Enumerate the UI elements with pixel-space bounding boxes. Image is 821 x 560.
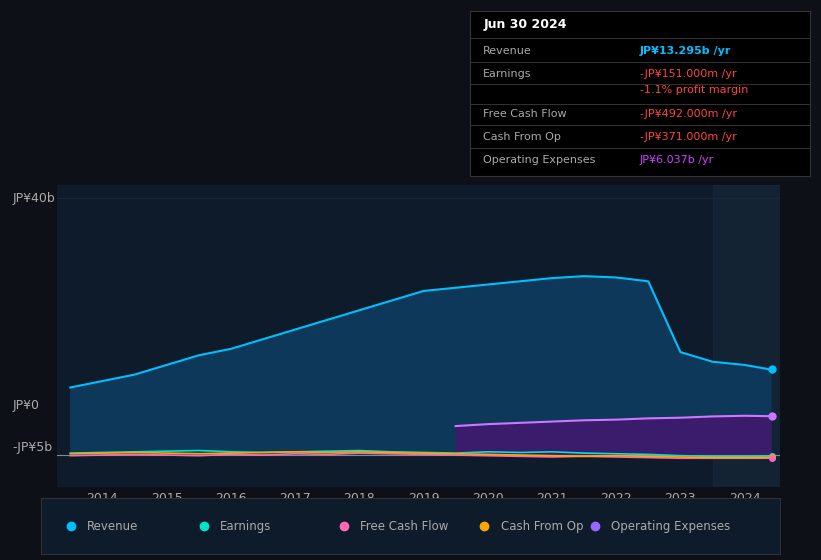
Text: -JP¥151.000m /yr: -JP¥151.000m /yr — [640, 69, 736, 79]
Text: -1.1% profit margin: -1.1% profit margin — [640, 86, 749, 96]
Text: Earnings: Earnings — [484, 69, 532, 79]
Text: Cash From Op: Cash From Op — [484, 132, 561, 142]
Text: JP¥40b: JP¥40b — [12, 192, 55, 206]
Text: Operating Expenses: Operating Expenses — [612, 520, 731, 533]
Text: -JP¥371.000m /yr: -JP¥371.000m /yr — [640, 132, 736, 142]
Text: JP¥0: JP¥0 — [12, 399, 39, 413]
Text: -JP¥492.000m /yr: -JP¥492.000m /yr — [640, 109, 737, 119]
Text: Earnings: Earnings — [220, 520, 271, 533]
Text: JP¥6.037b /yr: JP¥6.037b /yr — [640, 155, 714, 165]
Bar — [713, 185, 780, 487]
Text: Free Cash Flow: Free Cash Flow — [484, 109, 566, 119]
Text: Free Cash Flow: Free Cash Flow — [360, 520, 448, 533]
Text: Operating Expenses: Operating Expenses — [484, 155, 595, 165]
Text: Revenue: Revenue — [484, 46, 532, 56]
Text: Cash From Op: Cash From Op — [501, 520, 583, 533]
Text: Jun 30 2024: Jun 30 2024 — [484, 18, 566, 31]
Text: JP¥13.295b /yr: JP¥13.295b /yr — [640, 46, 732, 56]
Text: Revenue: Revenue — [87, 520, 138, 533]
Text: -JP¥5b: -JP¥5b — [12, 441, 53, 455]
